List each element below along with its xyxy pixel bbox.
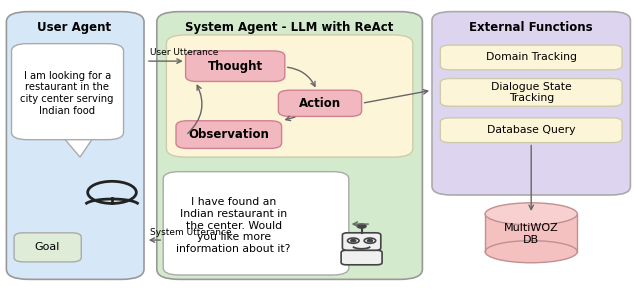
FancyBboxPatch shape (6, 12, 144, 279)
Text: System Agent - LLM with ReAct: System Agent - LLM with ReAct (185, 21, 394, 34)
FancyBboxPatch shape (166, 35, 413, 157)
Text: MultiWOZ
DB: MultiWOZ DB (504, 223, 559, 245)
Text: Domain Tracking: Domain Tracking (486, 52, 577, 63)
Circle shape (364, 238, 376, 243)
Text: System Utterance: System Utterance (150, 228, 232, 237)
Circle shape (367, 239, 372, 242)
FancyBboxPatch shape (186, 51, 285, 81)
Text: Thought: Thought (207, 60, 263, 73)
Circle shape (351, 239, 356, 242)
Text: User Agent: User Agent (36, 21, 111, 34)
Polygon shape (485, 214, 577, 252)
FancyBboxPatch shape (341, 250, 382, 265)
FancyBboxPatch shape (440, 79, 622, 106)
Text: User Utterance: User Utterance (150, 48, 218, 57)
Text: Database Query: Database Query (487, 125, 575, 135)
Ellipse shape (485, 241, 577, 263)
FancyBboxPatch shape (12, 44, 124, 140)
Polygon shape (310, 269, 339, 275)
FancyBboxPatch shape (440, 118, 622, 143)
Text: External Functions: External Functions (469, 21, 593, 34)
Text: I have found an
Indian restaurant in
the center. Would
you like more
information: I have found an Indian restaurant in the… (177, 197, 291, 254)
Polygon shape (64, 138, 93, 157)
FancyBboxPatch shape (176, 121, 282, 148)
FancyBboxPatch shape (342, 233, 381, 250)
Text: Dialogue State
Tracking: Dialogue State Tracking (491, 82, 572, 103)
FancyBboxPatch shape (14, 233, 81, 262)
Text: Action: Action (299, 97, 341, 110)
Text: Observation: Observation (188, 128, 269, 141)
Ellipse shape (485, 203, 577, 225)
FancyBboxPatch shape (432, 12, 630, 195)
FancyBboxPatch shape (163, 172, 349, 275)
FancyBboxPatch shape (440, 45, 622, 70)
Circle shape (357, 224, 366, 228)
Circle shape (348, 238, 359, 243)
Text: Goal: Goal (35, 242, 60, 252)
Polygon shape (310, 267, 339, 268)
Text: I am looking for a
restaurant in the
city center serving
Indian food: I am looking for a restaurant in the cit… (20, 71, 114, 116)
FancyBboxPatch shape (278, 90, 362, 116)
FancyBboxPatch shape (157, 12, 422, 279)
